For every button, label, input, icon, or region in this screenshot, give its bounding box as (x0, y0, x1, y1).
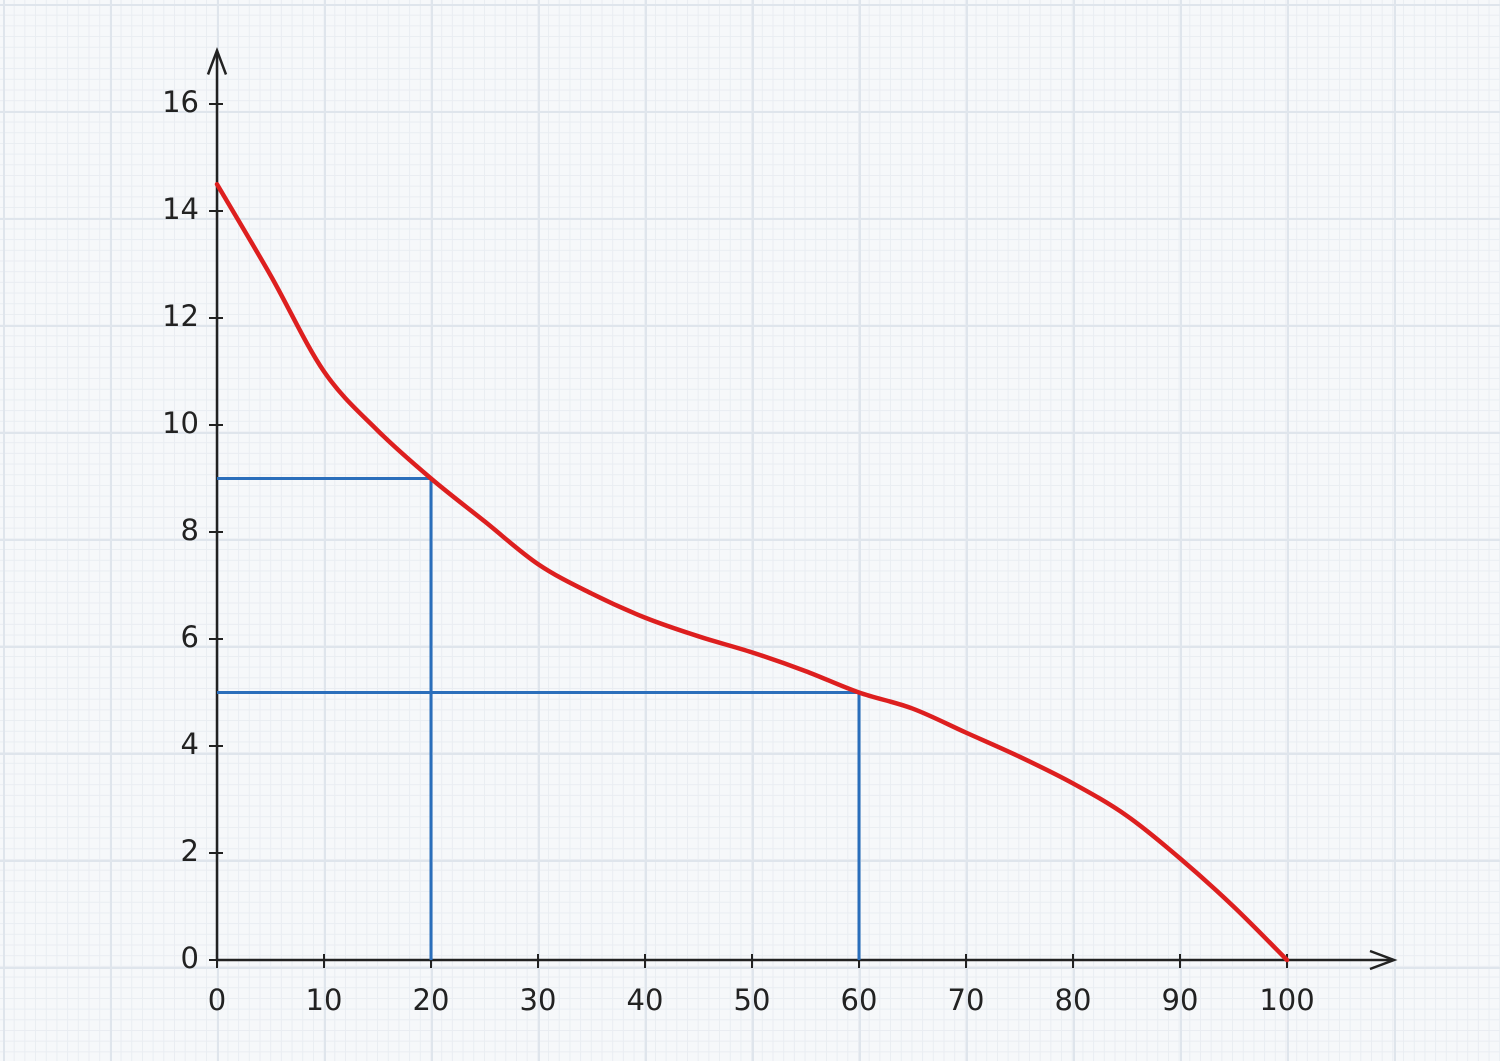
y-tick-label: 8 (181, 513, 199, 547)
x-tick-label: 40 (627, 983, 664, 1017)
y-tick-label: 2 (181, 834, 199, 868)
x-tick-label: 50 (734, 983, 771, 1017)
x-axis-arrow (1369, 949, 1398, 971)
x-tick-label: 80 (1055, 983, 1092, 1017)
y-tick-label: 0 (181, 941, 199, 975)
x-tick-label: 0 (208, 983, 226, 1017)
x-tick-label: 90 (1162, 983, 1199, 1017)
x-tick-label: 30 (520, 983, 557, 1017)
x-tick-label: 100 (1259, 983, 1314, 1017)
x-tick-label: 20 (413, 983, 450, 1017)
y-tick-label: 12 (162, 299, 199, 333)
x-tick-label: 60 (841, 983, 878, 1017)
x-tick-label: 70 (948, 983, 985, 1017)
y-tick-label: 6 (181, 620, 199, 654)
y-tick-label: 16 (162, 85, 199, 119)
y-tick-label: 14 (162, 192, 199, 226)
y-tick-label: 4 (181, 727, 199, 761)
curve (214, 182, 1290, 963)
y-tick-label: 10 (162, 406, 199, 440)
x-tick-label: 10 (306, 983, 343, 1017)
y-axis-arrow (206, 46, 228, 75)
